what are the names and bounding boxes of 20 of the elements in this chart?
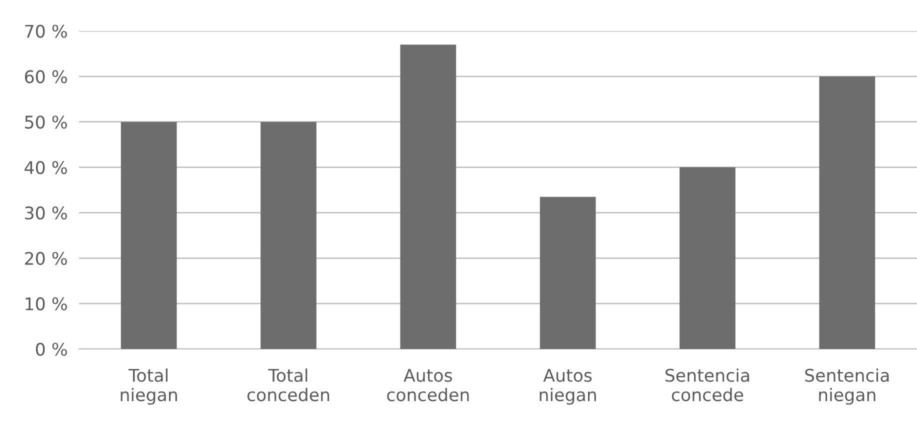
bar [120,122,177,349]
bar [680,167,736,349]
y-tick-label: 30 % [25,206,67,220]
bar [260,122,316,349]
y-tick-label: 70 % [25,24,67,38]
y-tick-label: 0 % [36,342,67,356]
y-tick-label: 10 % [26,297,67,310]
y-tick-label: 50 % [25,116,67,129]
y-tick-label: 20 % [25,252,67,265]
x-tick-label: Total niegan [120,368,177,405]
x-tick-label: Sentencia niegan [805,368,889,405]
y-tick-label: 60 % [24,70,67,84]
bar [540,196,596,349]
x-tick-label: Autos niegan [540,368,596,405]
bar [400,44,456,349]
x-tick-label: Total conceden [247,368,330,402]
x-tick-label: Autos conceden [387,368,469,402]
y-tick-label: 40 % [24,160,67,174]
bar [819,76,876,349]
x-tick-label: Sentencia concede [666,368,750,402]
